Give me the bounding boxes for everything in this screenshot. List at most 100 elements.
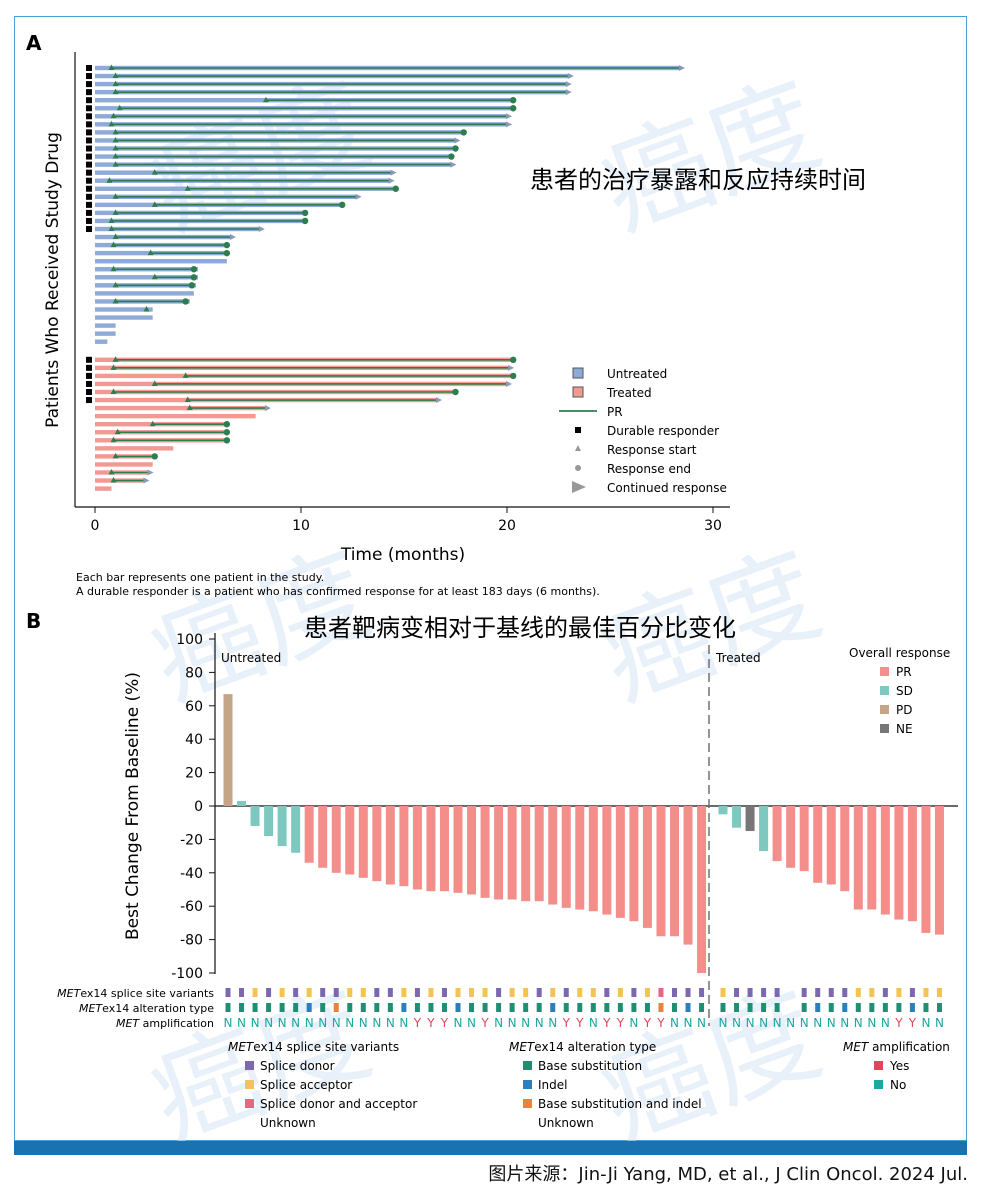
continued-response-marker [258, 226, 265, 232]
amplification-cell: N [719, 1016, 728, 1030]
legend-end-marker [575, 465, 581, 471]
splice-variant-cell [774, 988, 780, 997]
alteration-type-cell [225, 1003, 231, 1012]
response-bar [372, 806, 382, 882]
alteration-type-cell [469, 1003, 475, 1012]
response-start-marker [112, 128, 119, 135]
alteration-type-cell [293, 1003, 299, 1012]
continued-response-marker [450, 161, 457, 168]
response-bar [867, 806, 877, 910]
bottom-legend-label: Splice donor [260, 1059, 335, 1073]
response-legend-label: PR [896, 665, 912, 679]
bottom-legend-swatch [523, 1061, 532, 1070]
durable-responder-marker [86, 145, 92, 152]
response-start-marker [108, 64, 115, 70]
durable-responder-marker [86, 105, 92, 112]
patient-bar [95, 259, 227, 264]
durable-responder-marker [86, 226, 92, 232]
panel-b-y-tick-label: 60 [185, 699, 203, 715]
response-end-marker [223, 421, 231, 428]
patient-bar [95, 275, 198, 280]
patient-bar [95, 413, 256, 419]
response-end-marker [190, 266, 198, 273]
response-start-marker [112, 80, 119, 87]
response-bar [277, 806, 287, 847]
response-legend-label: NE [896, 722, 913, 736]
response-end-marker [509, 372, 517, 380]
amplification-cell: Y [413, 1016, 422, 1030]
panel-b-y-tick-label: -40 [180, 866, 203, 882]
splice-variant-cell [815, 988, 821, 997]
response-end-marker [190, 274, 198, 281]
bottom-legend-label: Unknown [260, 1116, 316, 1130]
response-start-marker [186, 404, 193, 411]
alteration-type-cell [550, 1003, 556, 1012]
durable-responder-marker [86, 113, 92, 120]
amplification-cell: N [697, 1016, 706, 1030]
amplification-cell: N [467, 1016, 476, 1030]
response-bar [745, 806, 755, 832]
response-end-marker [223, 241, 231, 249]
legend-label: Treated [606, 386, 652, 400]
response-bar [813, 806, 823, 883]
alteration-type-cell [699, 1003, 705, 1012]
amplification-cell: N [535, 1016, 544, 1030]
durable-responder-marker [86, 356, 92, 363]
amplification-cell: N [278, 1016, 287, 1030]
amplification-cell: N [345, 1016, 354, 1030]
alteration-type-cell [590, 1003, 596, 1012]
bottom-legend-label: Base substitution and indel [538, 1097, 702, 1111]
amplification-cell: N [548, 1016, 557, 1030]
durable-responder-marker [86, 129, 92, 136]
splice-variant-cell [414, 988, 420, 997]
response-start-marker [112, 153, 119, 159]
panel-a-footnote-2: A durable responder is a patient who has… [76, 585, 600, 598]
response-end-marker [452, 388, 459, 396]
legend-label: Continued response [607, 481, 727, 495]
splice-variant-cell [869, 988, 875, 997]
bottom-legend-label: Unknown [538, 1116, 594, 1130]
response-bar [669, 806, 679, 937]
amplification-cell: N [318, 1016, 327, 1030]
response-legend-swatch [880, 705, 889, 714]
continued-response-marker [506, 113, 512, 120]
durable-responder-marker [86, 397, 92, 404]
alteration-type-cell [631, 1003, 637, 1012]
response-start-marker [110, 112, 117, 119]
splice-variant-cell [279, 988, 285, 997]
splice-variant-cell [347, 988, 353, 997]
response-bar [786, 806, 796, 868]
response-end-marker [460, 129, 467, 136]
response-bar [934, 806, 944, 935]
amplification-cell: N [732, 1016, 741, 1030]
alteration-type-cell [306, 1003, 312, 1012]
response-end-marker [223, 249, 231, 257]
panel-a-legend: Untreated Treated PR Durable responder Respo… [559, 367, 727, 495]
response-bar [385, 806, 395, 885]
watermark-text: 癌度 [585, 59, 836, 255]
splice-variant-cell [658, 988, 664, 997]
response-bar [264, 806, 274, 837]
response-start-marker [112, 88, 119, 95]
amplification-cell: Y [643, 1016, 652, 1030]
panel-b-y-tick-label: -60 [180, 899, 203, 915]
splice-variant-cell [225, 988, 231, 997]
amplification-cell: N [494, 1016, 503, 1030]
response-bar [629, 806, 639, 922]
splice-variant-cell [387, 988, 393, 997]
response-bar [507, 806, 517, 900]
splice-variant-cell [936, 988, 942, 997]
continued-response-marker [567, 73, 574, 80]
alteration-type-cell [523, 1003, 529, 1012]
alteration-type-cell [604, 1003, 610, 1012]
alteration-type-cell [671, 1003, 677, 1012]
response-legend-title: Overall response [849, 646, 950, 660]
patient-bar [95, 307, 153, 312]
patient-bar [95, 291, 194, 296]
splice-variant-cell [882, 988, 888, 997]
continued-response-marker [506, 121, 512, 128]
response-bar [534, 806, 544, 902]
legend-start-marker [575, 445, 581, 451]
amplification-cell: N [589, 1016, 598, 1030]
splice-variant-cell [644, 988, 650, 997]
